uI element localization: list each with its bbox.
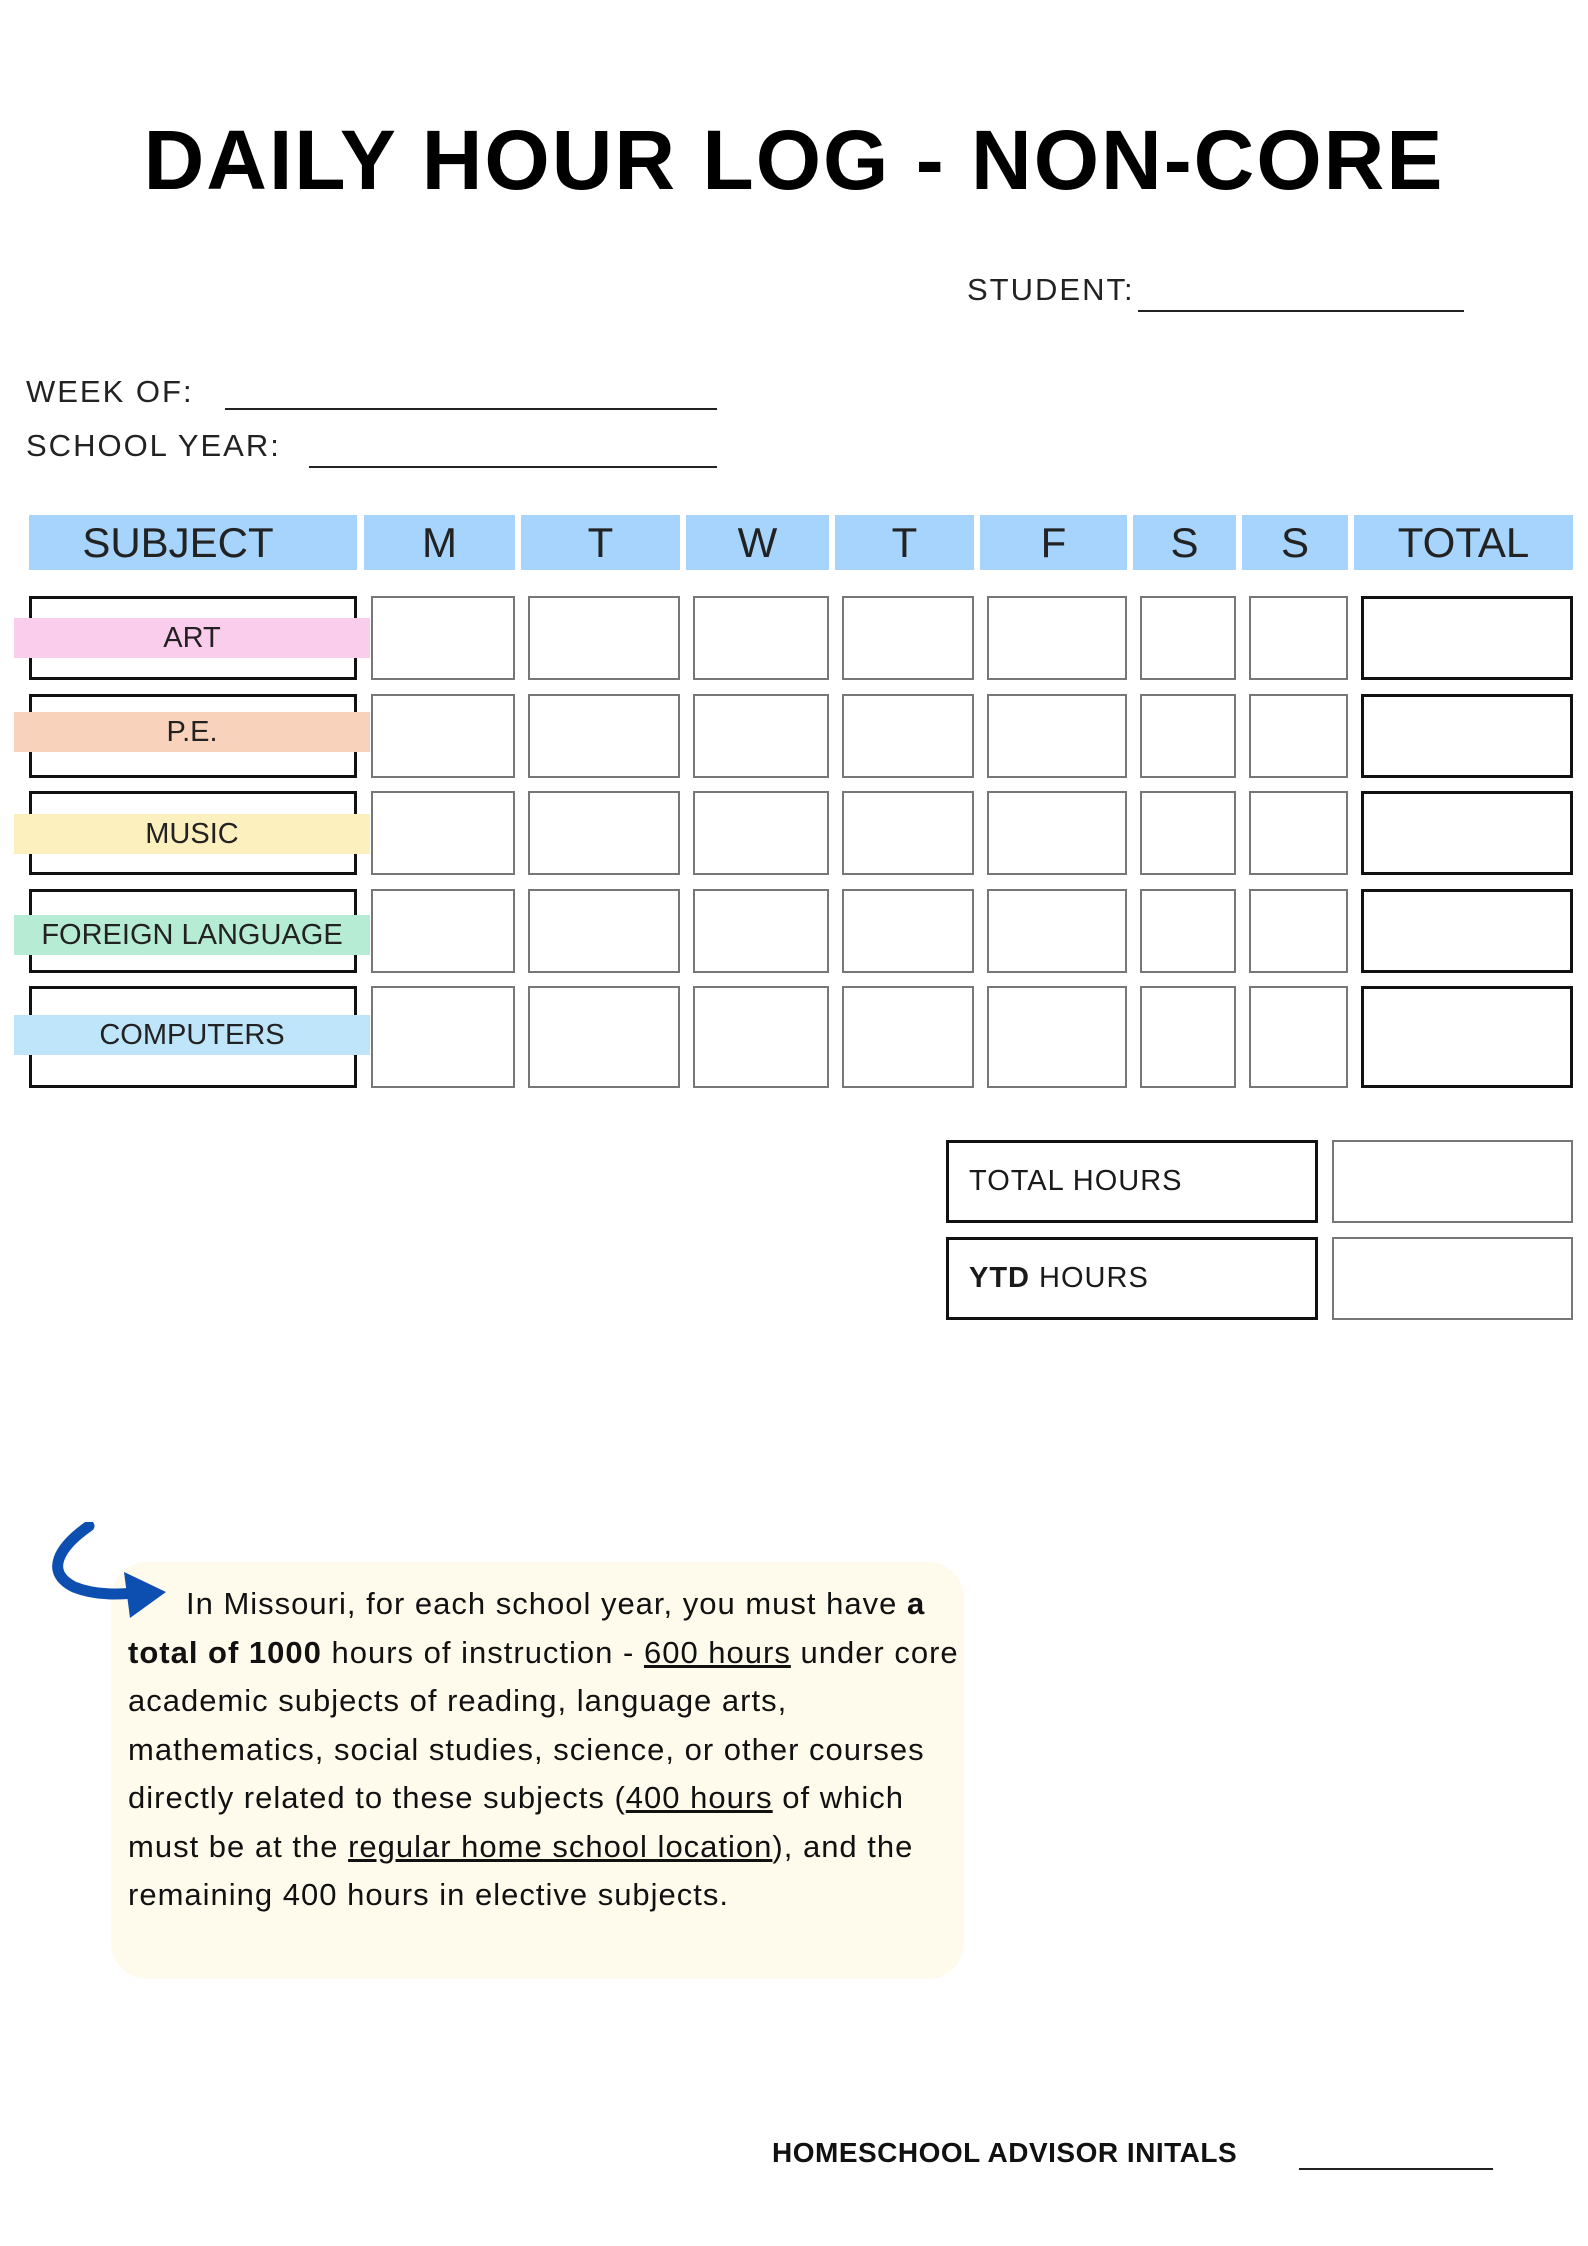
hours-cell[interactable] xyxy=(528,889,680,973)
hours-cell[interactable] xyxy=(528,596,680,680)
callout-text-part: ), and the remaining 400 hours in electi… xyxy=(128,1828,914,1913)
ytd-hours-label: YTD HOURS xyxy=(946,1237,1318,1320)
school-year-field[interactable] xyxy=(309,466,717,468)
hours-cell[interactable] xyxy=(842,791,974,875)
advisor-initials-label: HOMESCHOOL ADVISOR INITALS xyxy=(772,2137,1238,2168)
week-of-field[interactable] xyxy=(225,408,717,410)
column-header: SUBJECT xyxy=(29,515,357,570)
callout-text-part: In Missouri, for each school year, you m… xyxy=(186,1586,907,1621)
hours-cell[interactable] xyxy=(1140,986,1236,1088)
hours-cell[interactable] xyxy=(1249,596,1348,680)
hours-cell[interactable] xyxy=(842,596,974,680)
advisor-initials-field[interactable] xyxy=(1299,2168,1493,2170)
callout-text-part: 600 hours xyxy=(643,1634,791,1670)
total-cell[interactable] xyxy=(1361,889,1573,973)
subject-label: COMPUTERS xyxy=(14,1015,370,1055)
total-hours-label: TOTAL HOURS xyxy=(946,1140,1318,1223)
week-of-label: WEEK OF: xyxy=(26,374,194,409)
callout-text-part: hours of instruction - xyxy=(321,1634,644,1670)
school-year-label: SCHOOL YEAR: xyxy=(26,428,281,463)
ytd-rest-text: HOURS xyxy=(1030,1262,1149,1294)
hours-cell[interactable] xyxy=(693,596,829,680)
hours-cell[interactable] xyxy=(1140,694,1236,778)
column-header: T xyxy=(521,515,680,570)
ytd-bold-text: YTD xyxy=(969,1262,1030,1294)
subject-label: ART xyxy=(14,618,370,658)
hours-cell[interactable] xyxy=(842,889,974,973)
hours-cell[interactable] xyxy=(987,694,1127,778)
hours-cell[interactable] xyxy=(371,694,515,778)
hours-cell[interactable] xyxy=(528,986,680,1088)
hours-cell[interactable] xyxy=(987,986,1127,1088)
hours-cell[interactable] xyxy=(1249,791,1348,875)
callout-text-part: under core academic subjects of reading,… xyxy=(128,1634,959,1816)
hours-cell[interactable] xyxy=(371,986,515,1088)
curved-arrow-icon xyxy=(52,1522,166,1618)
hours-cell[interactable] xyxy=(987,791,1127,875)
hours-cell[interactable] xyxy=(1249,986,1348,1088)
column-header: W xyxy=(686,515,829,570)
total-cell[interactable] xyxy=(1361,596,1573,680)
callout-text-part: regular home school location xyxy=(348,1828,773,1864)
column-header: T xyxy=(835,515,974,570)
info-callout xyxy=(111,1562,964,1979)
student-label: STUDENT: xyxy=(967,272,1135,307)
column-header: TOTAL xyxy=(1354,515,1573,570)
subject-label: FOREIGN LANGUAGE xyxy=(14,915,370,955)
total-cell[interactable] xyxy=(1361,791,1573,875)
column-header: S xyxy=(1242,515,1348,570)
column-header: F xyxy=(980,515,1127,570)
subject-label: MUSIC xyxy=(14,814,370,854)
callout-text-part: of which must be at the xyxy=(128,1780,905,1864)
total-cell[interactable] xyxy=(1361,694,1573,778)
callout-text-part: a total of 1000 xyxy=(128,1586,926,1670)
hours-cell[interactable] xyxy=(842,694,974,778)
hours-cell[interactable] xyxy=(1140,889,1236,973)
hours-cell[interactable] xyxy=(528,694,680,778)
total-cell[interactable] xyxy=(1361,986,1573,1088)
hours-cell[interactable] xyxy=(693,986,829,1088)
hours-cell[interactable] xyxy=(1249,889,1348,973)
callout-text-part: 400 hours xyxy=(625,1780,773,1815)
hours-cell[interactable] xyxy=(842,986,974,1088)
hours-cell[interactable] xyxy=(987,889,1127,973)
subject-label: P.E. xyxy=(14,712,370,752)
hours-cell[interactable] xyxy=(528,791,680,875)
hours-cell[interactable] xyxy=(693,694,829,778)
callout-text: In Missouri, for each school year, you m… xyxy=(128,1580,968,1920)
hours-cell[interactable] xyxy=(371,889,515,973)
hours-cell[interactable] xyxy=(371,791,515,875)
hours-cell[interactable] xyxy=(987,596,1127,680)
hours-cell[interactable] xyxy=(693,791,829,875)
total-hours-text: TOTAL HOURS xyxy=(969,1165,1183,1197)
hours-cell[interactable] xyxy=(1140,596,1236,680)
total-hours-value-box[interactable] xyxy=(1332,1140,1573,1223)
ytd-hours-value-box[interactable] xyxy=(1332,1237,1573,1320)
hours-cell[interactable] xyxy=(1140,791,1236,875)
student-field[interactable] xyxy=(1138,310,1464,312)
hours-cell[interactable] xyxy=(1249,694,1348,778)
page-title: DAILY HOUR LOG - NON-CORE xyxy=(143,113,1445,207)
column-header: M xyxy=(364,515,515,570)
hours-cell[interactable] xyxy=(371,596,515,680)
column-header: S xyxy=(1133,515,1236,570)
hours-cell[interactable] xyxy=(693,889,829,973)
